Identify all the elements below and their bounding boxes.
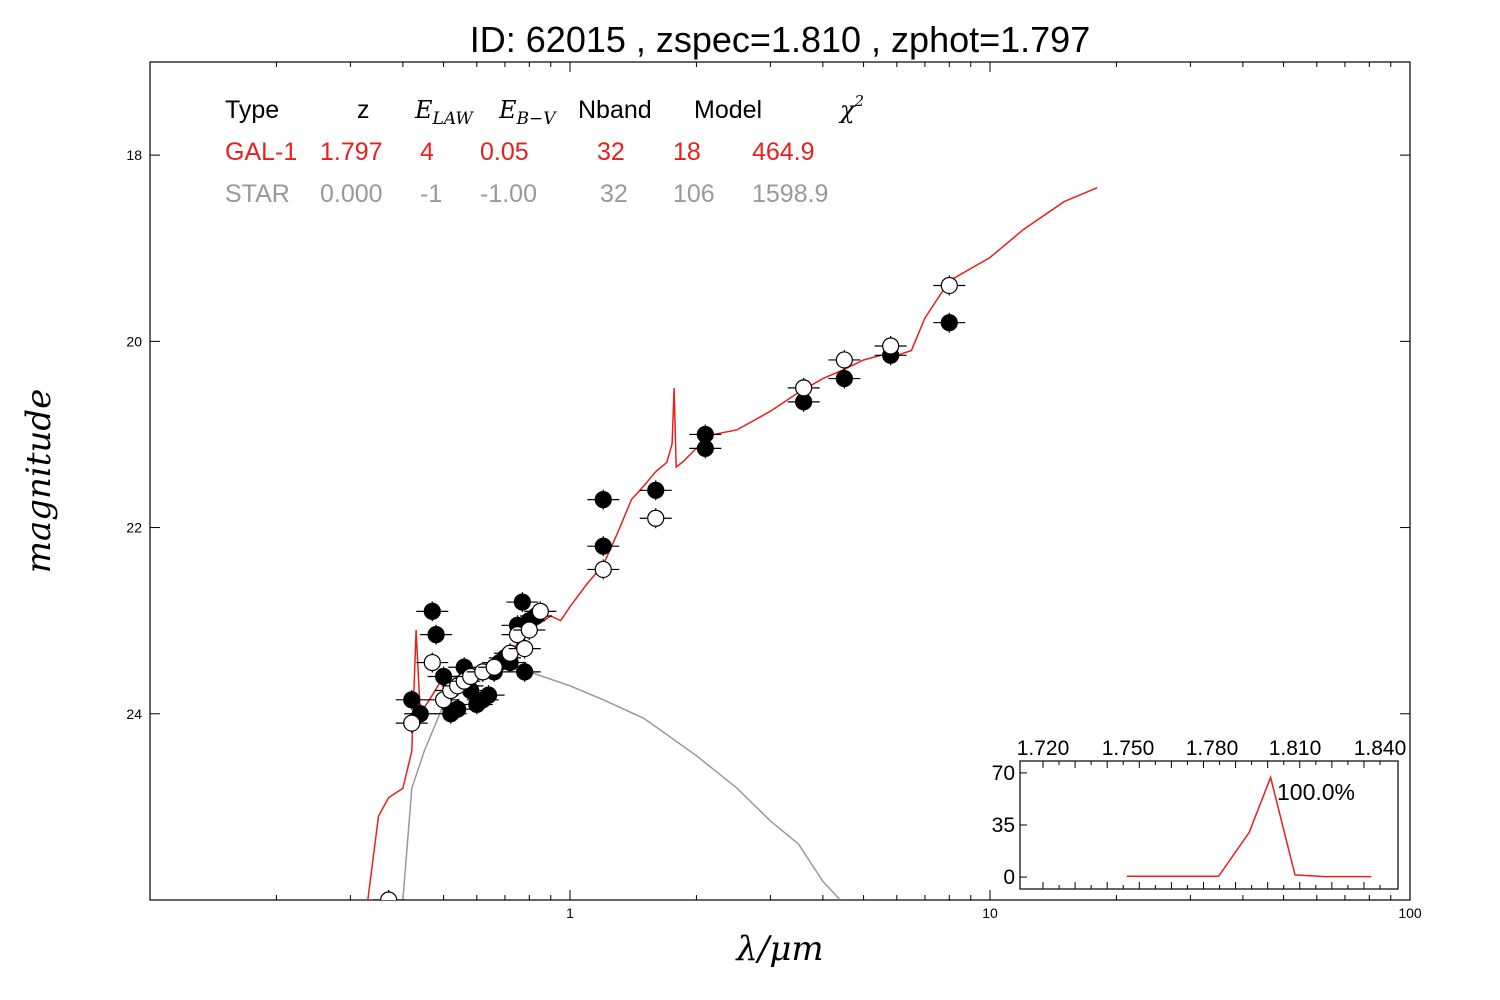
fit-table-rows: GAL-1 1.797 4 0.05 32 18 464.9 STAR 0.000 -1 -1.00… [225, 138, 828, 208]
redshift-pdf-inset: 1.720 1.750 1.780 1.810 1.840 0 35 70 100.0% [992, 737, 1407, 890]
table-header-z: z [357, 96, 370, 124]
chart-title: ID: 62015 , zspec=1.810 , zphot=1.797 [470, 19, 1090, 60]
table-cell: 18 [673, 138, 701, 166]
y-tick-label: 20 [126, 333, 142, 349]
observed-point [513, 593, 531, 611]
table-header-chi2: χ2 [838, 92, 864, 124]
model-point [501, 644, 519, 662]
observed-point [479, 686, 498, 704]
main-series [367, 187, 1098, 900]
observed-point [835, 369, 853, 388]
inset-series [1126, 774, 1372, 878]
observed-point [940, 314, 958, 332]
star-template-line [402, 666, 841, 900]
model-point [380, 891, 398, 900]
x-tick-labels: 1 10 100 [566, 905, 1422, 921]
model-point [795, 379, 813, 397]
observed-point [594, 491, 612, 509]
table-header-ebv: EB−V [498, 96, 557, 129]
y-tick-label: 24 [126, 706, 142, 722]
table-header-nband: Nband [578, 96, 652, 124]
model-point [940, 276, 958, 295]
model-point [835, 351, 853, 369]
inset-x-tick-label: 1.780 [1186, 737, 1239, 760]
observed-point [696, 439, 714, 458]
table-cell: 32 [600, 180, 628, 208]
model-point [520, 621, 538, 639]
y-tick-label: 18 [126, 147, 142, 163]
model-point [403, 714, 421, 732]
table-cell: 1.797 [320, 138, 383, 166]
inset-frame [1019, 760, 1399, 890]
x-axis-label: λ/μm [734, 929, 823, 969]
x-tick-label: 10 [982, 905, 998, 921]
galaxy-template-line [367, 187, 1098, 900]
x-tick-label: 100 [1398, 905, 1422, 921]
table-cell: -1.00 [480, 180, 537, 208]
table-cell: 1598.9 [752, 180, 828, 208]
observed-point [423, 602, 441, 620]
inset-x-tick-label: 1.810 [1269, 737, 1322, 760]
observed-point [449, 700, 467, 718]
inset-x-tick-label: 1.840 [1354, 737, 1407, 760]
fit-table: Type z ELAW EB−V Nband Model χ2 GAL-1 1.7… [225, 92, 864, 208]
table-cell: 106 [673, 180, 715, 208]
inset-y-tick-label: 35 [992, 814, 1015, 837]
observed-point [427, 626, 445, 644]
table-cell: STAR [225, 180, 290, 208]
observed-point [594, 537, 612, 555]
table-header-model: Model [694, 96, 762, 124]
table-cell: 464.9 [752, 138, 815, 166]
table-header-type: Type [225, 96, 279, 124]
inset-annotation: 100.0% [1277, 779, 1355, 805]
main-ticks [150, 62, 1411, 900]
y-axis-label: magnitude [19, 389, 59, 574]
table-cell: 0.000 [320, 180, 383, 208]
model-point [531, 602, 549, 620]
series-clip-group [367, 187, 1098, 900]
x-tick-label: 1 [566, 905, 574, 921]
table-cell: GAL-1 [225, 138, 297, 166]
observed-point [403, 691, 421, 709]
redshift-pdf-line [1126, 774, 1372, 878]
model-point [594, 560, 612, 579]
inset-x-tick-label: 1.720 [1017, 737, 1070, 760]
inset-tick-labels: 1.720 1.750 1.780 1.810 1.840 0 35 70 [992, 737, 1407, 889]
y-tick-label: 22 [126, 520, 142, 536]
table-header-elaw: ELAW [414, 96, 474, 129]
observed-point [647, 481, 665, 499]
y-tick-labels: 18 20 22 24 [126, 147, 142, 722]
table-cell: 0.05 [480, 138, 529, 166]
model-point [647, 509, 665, 527]
table-cell: 32 [597, 138, 625, 166]
model-point [423, 653, 441, 672]
model-point [882, 337, 900, 355]
observed-point [434, 667, 453, 686]
inset-y-tick-label: 0 [1003, 866, 1015, 889]
inset-y-tick-label: 70 [992, 762, 1015, 785]
observed-point [516, 663, 534, 681]
model-point [485, 658, 503, 676]
table-cell: -1 [420, 180, 442, 208]
inset-ticks [1020, 761, 1381, 889]
inset-x-tick-label: 1.750 [1102, 737, 1155, 760]
main-plot-area: 1 10 100 18 20 22 24 [126, 61, 1422, 921]
model-point [516, 639, 534, 658]
plot-frame [149, 61, 1411, 901]
table-cell: 4 [420, 138, 434, 166]
